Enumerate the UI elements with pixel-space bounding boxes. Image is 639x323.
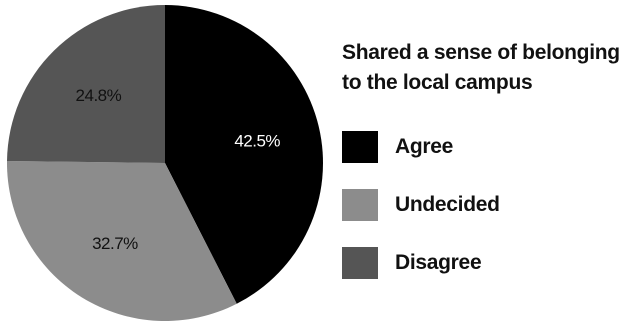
pie-slice-agree [165,5,324,304]
pie-slices [6,5,324,322]
pie-chart: 42.5% 32.7% 24.8% [6,5,324,322]
legend-label-disagree: Disagree [395,251,482,274]
legend-items: Agree Undecided Disagree [342,128,639,282]
legend-label-agree: Agree [395,135,454,158]
pie-slice-disagree [7,5,166,163]
pie-label-undecided: 32.7% [92,234,138,253]
chart-title: Shared a sense of belonging to the local… [342,38,639,98]
chart-title-line-2: to the local campus [342,71,533,94]
legend-item-undecided: Undecided [342,186,639,224]
chart-title-line-1: Shared a sense of belonging [342,41,620,64]
pie-label-disagree: 24.8% [76,86,122,105]
legend-swatch-undecided [342,189,378,221]
legend-swatch-agree [342,131,378,163]
pie-label-agree: 42.5% [234,131,280,150]
pie-labels: 42.5% 32.7% 24.8% [76,86,281,253]
legend-swatch-disagree [342,247,378,279]
legend-item-disagree: Disagree [342,244,639,282]
legend-item-agree: Agree [342,128,639,166]
legend-label-undecided: Undecided [395,193,500,216]
pie-slice-undecided [6,161,237,322]
legend: Shared a sense of belonging to the local… [342,38,639,302]
